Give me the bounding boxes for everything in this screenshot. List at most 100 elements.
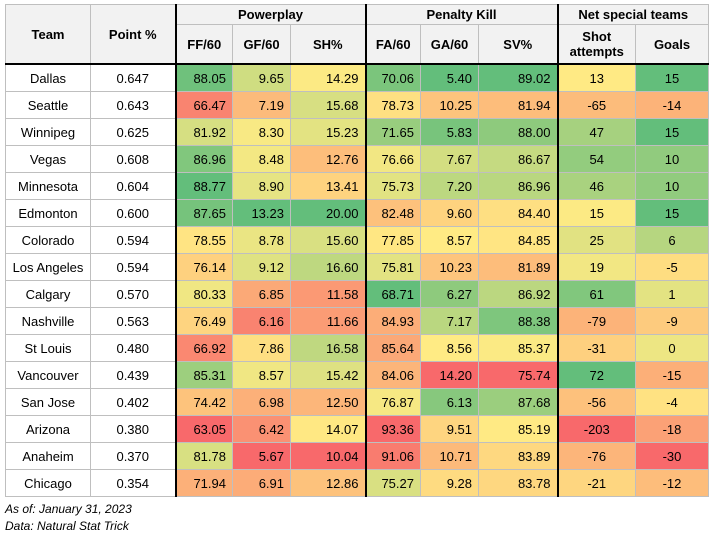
note: Data: Natural Stat Trick <box>5 519 129 533</box>
cell: -56 <box>556 388 636 416</box>
cell: -31 <box>556 334 636 362</box>
cell: 0 <box>635 334 709 362</box>
column-header: Goals <box>635 24 709 65</box>
cell: 9.60 <box>420 199 479 227</box>
header-row: FF/60 GF/60 SH% FA/60 GA/60 SV% Shot attempts G… <box>6 24 709 65</box>
cell: 54 <box>556 145 636 173</box>
column-header: Shot attempts <box>556 24 636 65</box>
cell: -12 <box>635 469 709 497</box>
cell: 20.00 <box>290 199 366 227</box>
cell: 88.77 <box>174 172 233 200</box>
cell: 0.604 <box>90 172 176 200</box>
cell: 8.57 <box>232 361 291 389</box>
cell: 0.608 <box>90 145 176 173</box>
cell: 84.40 <box>478 199 558 227</box>
column-header: SV% <box>478 24 558 65</box>
cell: 6.16 <box>232 307 291 335</box>
header-row: Team Point % Powerplay Penalty Kill Net spec… <box>5 4 709 65</box>
cell: 13.23 <box>232 199 291 227</box>
cell: -18 <box>635 415 709 443</box>
cell: 0.439 <box>90 361 176 389</box>
team-name: Colorado <box>5 226 91 254</box>
cell: 76.49 <box>174 307 233 335</box>
table-row: Dallas 0.647 88.05 9.65 14.29 70.06 5.40 89.02 1… <box>5 63 709 92</box>
cell: -15 <box>635 361 709 389</box>
team-name: Vancouver <box>5 361 91 389</box>
cell: 91.06 <box>364 442 421 470</box>
team-name: Dallas <box>5 63 91 92</box>
note: As of: January 31, 2023 <box>5 502 132 516</box>
cell: -79 <box>556 307 636 335</box>
cell: 0.594 <box>90 253 176 281</box>
table-row: Colorado 0.594 78.55 8.78 15.60 77.85 8.57 84.8… <box>5 226 709 254</box>
cell: 14.20 <box>420 361 479 389</box>
cell: 88.05 <box>174 63 233 92</box>
cell: 93.36 <box>364 415 421 443</box>
cell: 14.29 <box>290 63 366 92</box>
cell: 8.57 <box>420 226 479 254</box>
cell: 47 <box>556 118 636 146</box>
table-row: Calgary 0.570 80.33 6.85 11.58 68.71 6.27 86.92… <box>5 280 709 308</box>
cell: 12.50 <box>290 388 366 416</box>
team-name: Seattle <box>5 91 91 119</box>
cell: 10.04 <box>290 442 366 470</box>
cell: 75.73 <box>364 172 421 200</box>
cell: -9 <box>635 307 709 335</box>
cell: 12.86 <box>290 469 366 497</box>
team-name: St Louis <box>5 334 91 362</box>
cell: 85.19 <box>478 415 558 443</box>
cell: -21 <box>556 469 636 497</box>
cell: 83.89 <box>478 442 558 470</box>
table-row: Nashville 0.563 76.49 6.16 11.66 84.93 7.17 88.… <box>5 307 709 335</box>
cell: 0.625 <box>90 118 176 146</box>
cell: 6 <box>635 226 709 254</box>
cell: 77.85 <box>364 226 421 254</box>
cell: 15 <box>635 63 709 92</box>
cell: 15.60 <box>290 226 366 254</box>
cell: 7.19 <box>232 91 291 119</box>
cell: 0.354 <box>90 469 176 497</box>
cell: 6.42 <box>232 415 291 443</box>
cell: 8.48 <box>232 145 291 173</box>
cell: 86.96 <box>174 145 233 173</box>
cell: 8.78 <box>232 226 291 254</box>
cell: 88.38 <box>478 307 558 335</box>
cell: 6.85 <box>232 280 291 308</box>
cell: 81.78 <box>174 442 233 470</box>
cell: -5 <box>635 253 709 281</box>
cell: 1 <box>635 280 709 308</box>
cell: 75.27 <box>364 469 421 497</box>
cell: -203 <box>556 415 636 443</box>
cell: 13 <box>556 63 636 92</box>
cell: 6.13 <box>420 388 479 416</box>
cell: 76.87 <box>364 388 421 416</box>
cell: 7.20 <box>420 172 479 200</box>
group-header: Powerplay <box>174 4 366 25</box>
cell: 68.71 <box>364 280 421 308</box>
cell: 15.42 <box>290 361 366 389</box>
group-header: Net special teams <box>556 4 709 25</box>
cell: 11.58 <box>290 280 366 308</box>
cell: 8.56 <box>420 334 479 362</box>
cell: 71.65 <box>364 118 421 146</box>
cell: 8.90 <box>232 172 291 200</box>
cell: 81.94 <box>478 91 558 119</box>
cell: -65 <box>556 91 636 119</box>
table-row: Chicago 0.354 71.94 6.91 12.86 75.27 9.28 83.78… <box>5 469 709 497</box>
cell: 8.30 <box>232 118 291 146</box>
cell: 76.66 <box>364 145 421 173</box>
stats-table: Team Point % Powerplay Penalty Kill Net spec… <box>5 4 709 497</box>
cell: 11.66 <box>290 307 366 335</box>
cell: 16.58 <box>290 334 366 362</box>
column-header: FF/60 <box>174 24 233 65</box>
cell: 13.41 <box>290 172 366 200</box>
cell: 66.47 <box>174 91 233 119</box>
table-row: Winnipeg 0.625 81.92 8.30 15.23 71.65 5.83 88.0… <box>5 118 709 146</box>
column-header: Team <box>5 4 91 65</box>
team-name: Calgary <box>5 280 91 308</box>
cell: 86.96 <box>478 172 558 200</box>
cell: 82.48 <box>364 199 421 227</box>
cell: 0.570 <box>90 280 176 308</box>
cell: 15.23 <box>290 118 366 146</box>
